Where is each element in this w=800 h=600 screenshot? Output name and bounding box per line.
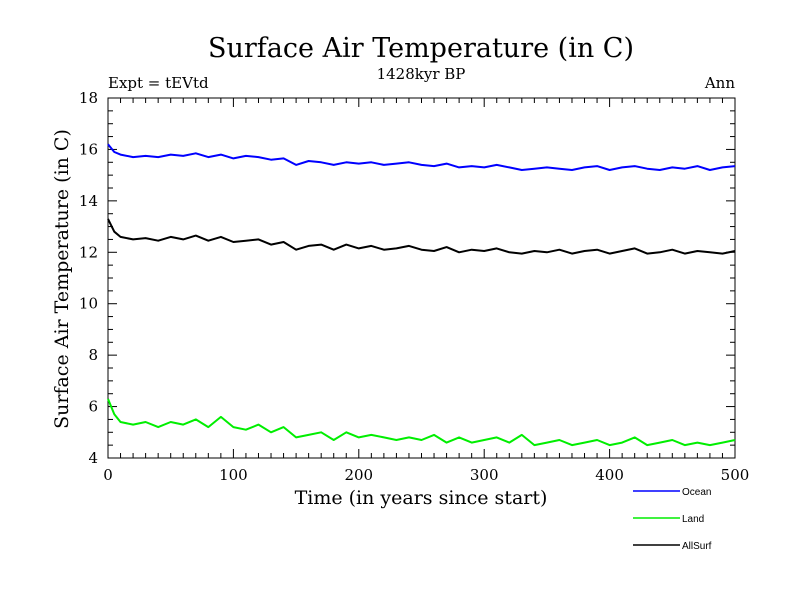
x-tick-label: 200 xyxy=(344,466,373,484)
legend-label-land: Land xyxy=(682,514,704,525)
y-tick-label: 6 xyxy=(88,398,98,416)
x-tick-label: 0 xyxy=(103,466,113,484)
x-tick-label: 500 xyxy=(721,466,750,484)
experiment-label: Expt = tEVtd xyxy=(108,74,209,92)
y-tick-label: 4 xyxy=(88,449,98,467)
axis-ticks xyxy=(107,97,736,459)
plot-frame xyxy=(107,97,736,459)
y-tick-label: 18 xyxy=(79,89,98,107)
y-tick-label: 16 xyxy=(79,140,98,158)
legend-label-ocean: Ocean xyxy=(682,487,711,498)
series-lines xyxy=(107,143,736,447)
season-label: Ann xyxy=(704,74,735,92)
legend: Ocean Land AllSurf xyxy=(633,487,712,552)
x-tick-label: 300 xyxy=(470,466,499,484)
x-tick-labels: 0 100 200 300 400 500 xyxy=(103,466,749,484)
y-tick-label: 10 xyxy=(79,295,98,313)
y-tick-label: 8 xyxy=(88,346,98,364)
plot-area-border xyxy=(107,97,736,459)
series-line-allsurf xyxy=(107,218,736,255)
y-tick-labels: 4 6 8 10 12 14 16 18 xyxy=(79,89,98,467)
series-line-ocean xyxy=(107,143,736,171)
y-tick-label: 12 xyxy=(79,243,98,261)
series-line-land xyxy=(107,398,736,447)
x-tick-label: 100 xyxy=(219,466,248,484)
x-tick-label: 400 xyxy=(595,466,624,484)
legend-label-allsurf: AllSurf xyxy=(682,541,712,552)
chart-subtitle: 1428kyr BP xyxy=(377,65,466,83)
chart-title: Surface Air Temperature (in C) xyxy=(208,33,634,64)
y-axis-label: Surface Air Temperature (in C) xyxy=(51,129,73,429)
y-tick-label: 14 xyxy=(79,192,98,210)
x-axis-label: Time (in years since start) xyxy=(295,487,548,509)
